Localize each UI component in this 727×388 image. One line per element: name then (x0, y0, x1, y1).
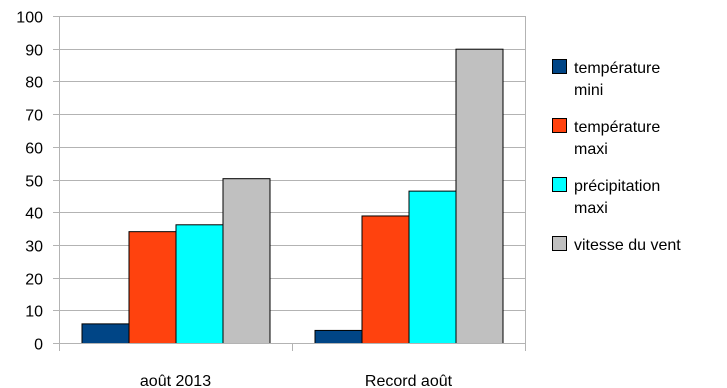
bar (128, 231, 177, 344)
y-tick-label: 70 (25, 108, 43, 125)
y-tick-label: 60 (25, 141, 43, 158)
bar (81, 323, 130, 345)
y-tick-label: 50 (25, 174, 43, 191)
y-tick-label: 20 (25, 272, 43, 289)
x-category-label: août 2013 (140, 373, 211, 388)
legend-swatch (552, 59, 567, 74)
bar (455, 48, 504, 344)
x-category-label: Record août (365, 373, 453, 388)
bar (361, 215, 410, 344)
bar (222, 178, 271, 344)
y-tick-labels: 0 10 20 30 40 50 60 70 80 90 100 (16, 10, 43, 354)
axes (53, 16, 526, 351)
bar (408, 190, 457, 344)
legend-label: température maxi (574, 119, 660, 158)
bar (314, 329, 363, 345)
y-tick-label: 40 (25, 206, 43, 223)
y-tick-label: 0 (34, 337, 43, 354)
x-category-labels: août 2013 Record août (140, 373, 453, 388)
legend-swatch (552, 177, 567, 192)
y-tick-label: 90 (25, 43, 43, 60)
legend: température mini température maxi précipitat… (552, 59, 681, 254)
bars (81, 48, 504, 345)
legend-label: température mini (574, 60, 660, 99)
y-tick-label: 30 (25, 239, 43, 256)
legend-label: précipitation maxi (574, 178, 660, 217)
legend-swatch (552, 236, 567, 251)
legend-swatch (552, 118, 567, 133)
legend-label: vitesse du vent (574, 237, 681, 254)
y-tick-label: 80 (25, 75, 43, 92)
bar (175, 224, 224, 344)
y-tick-label: 10 (25, 304, 43, 321)
y-tick-label: 100 (16, 10, 43, 27)
